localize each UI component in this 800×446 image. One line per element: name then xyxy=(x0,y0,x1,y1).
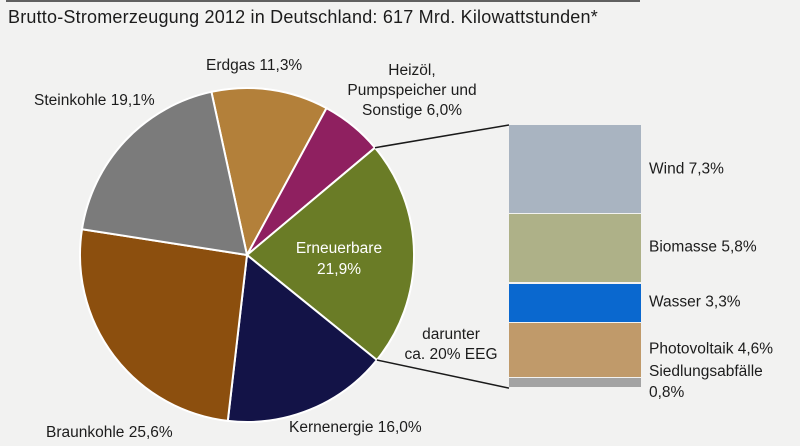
pie-label-erdgas: Erdgas 11,3% xyxy=(206,57,303,74)
pie-label-erneuerbare: Erneuerbare 21,9% xyxy=(295,240,383,278)
bar-segment-wind xyxy=(509,125,641,213)
connector-line-top xyxy=(374,124,510,149)
connector-line-bottom xyxy=(376,359,510,389)
pie-slice-kernenergie xyxy=(226,254,378,424)
bar-segment-siedlungsabf-lle xyxy=(509,378,641,387)
bar-label-photovoltaik: Photovoltaik 4,6% xyxy=(649,340,774,358)
pie-slice-erneuerbare xyxy=(246,146,416,361)
bar-label-wasser: Wasser 3,3% xyxy=(649,293,741,311)
pie-label-steinkohle: Steinkohle 19,1% xyxy=(34,92,155,109)
eeg-annotation: darunter ca. 20% EEG xyxy=(404,326,498,363)
pie-label-braunkohle: Braunkohle 25,6% xyxy=(46,424,173,441)
bar-label-wind: Wind 7,3% xyxy=(649,160,724,178)
pie-slice-erdgas xyxy=(210,87,328,256)
pie-label-kernenergie: Kernenergie 16,0% xyxy=(289,419,422,436)
bar-segment-photovoltaik xyxy=(509,323,641,377)
pie-slice-braunkohle xyxy=(79,228,248,422)
pie-label-heizoel-pumpspeicher-sonstige: Heizöl, Pumpspeicher und Sonstige 6,0% xyxy=(347,62,477,119)
chart-title: Brutto-Stromerzeugung 2012 in Deutschlan… xyxy=(8,7,598,27)
bar-segment-biomasse xyxy=(509,214,641,283)
bar-label-siedlungsabf-lle: Siedlungsabfälle 0,8% xyxy=(649,362,763,401)
renewables-stacked-bar xyxy=(509,125,641,387)
cropped-text-artifact xyxy=(6,0,640,2)
bar-label-biomasse: Biomasse 5,8% xyxy=(649,238,757,256)
bar-segment-wasser xyxy=(509,283,641,322)
pie-slice-steinkohle xyxy=(81,90,248,256)
